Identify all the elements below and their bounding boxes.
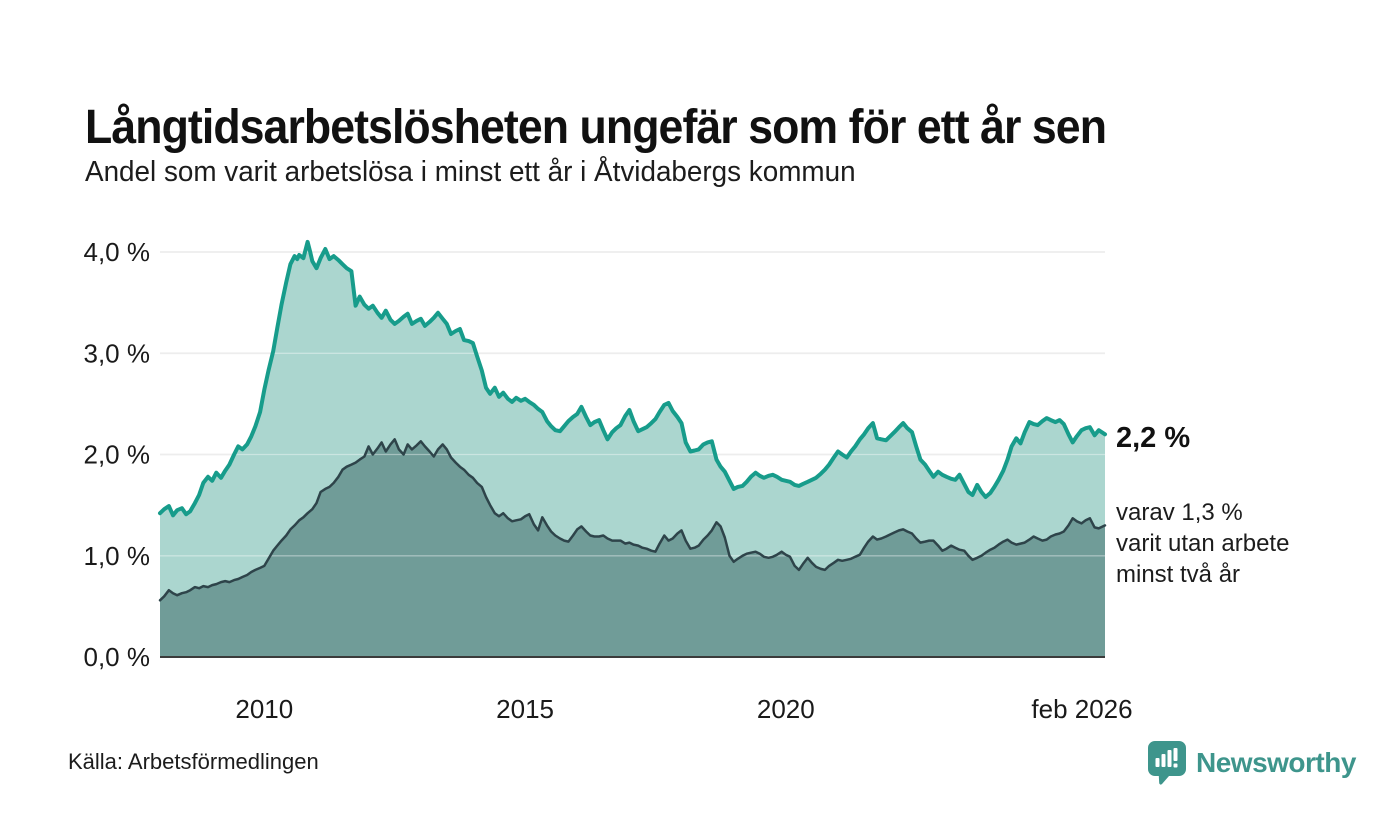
series-areas xyxy=(160,241,1105,657)
y-axis-tick-labels: 0,0 % 1,0 % 2,0 % 3,0 % 4,0 % xyxy=(84,237,151,672)
series-line-0 xyxy=(158,239,1107,518)
newsworthy-bubble-chart-icon xyxy=(1148,741,1186,785)
svg-text:0,0 %: 0,0 % xyxy=(84,642,151,672)
latest-value-label: 2,2 % xyxy=(1116,422,1191,454)
source-credit: Källa: Arbetsförmedlingen xyxy=(68,749,319,774)
x-axis-tick-labels: 2010 2015 2020 feb 2026 xyxy=(235,694,1132,724)
series-area-1 xyxy=(160,439,1105,657)
svg-text:2020: 2020 xyxy=(757,694,815,724)
svg-text:2010: 2010 xyxy=(235,694,293,724)
gridlines-overlay xyxy=(160,251,1105,557)
svg-text:4,0 %: 4,0 % xyxy=(84,237,151,267)
svg-text:feb 2026: feb 2026 xyxy=(1031,694,1132,724)
svg-text:2,0 %: 2,0 % xyxy=(84,440,151,470)
svg-text:2015: 2015 xyxy=(496,694,554,724)
series-lines xyxy=(158,239,1107,602)
brand-logo: Newsworthy xyxy=(1146,740,1356,785)
chart-subtitle: Andel som varit arbetslösa i minst ett å… xyxy=(85,156,856,188)
svg-text:3,0 %: 3,0 % xyxy=(84,338,151,368)
page-title: Långtidsarbetslösheten ungefär som för e… xyxy=(85,101,1107,155)
svg-text:1,0 %: 1,0 % xyxy=(84,541,151,571)
brand-wordmark: Newsworthy xyxy=(1196,746,1356,778)
two-year-note-label: varav 1,3 % varit utan arbete minst två … xyxy=(1116,499,1290,588)
series-line-1 xyxy=(158,438,1107,602)
